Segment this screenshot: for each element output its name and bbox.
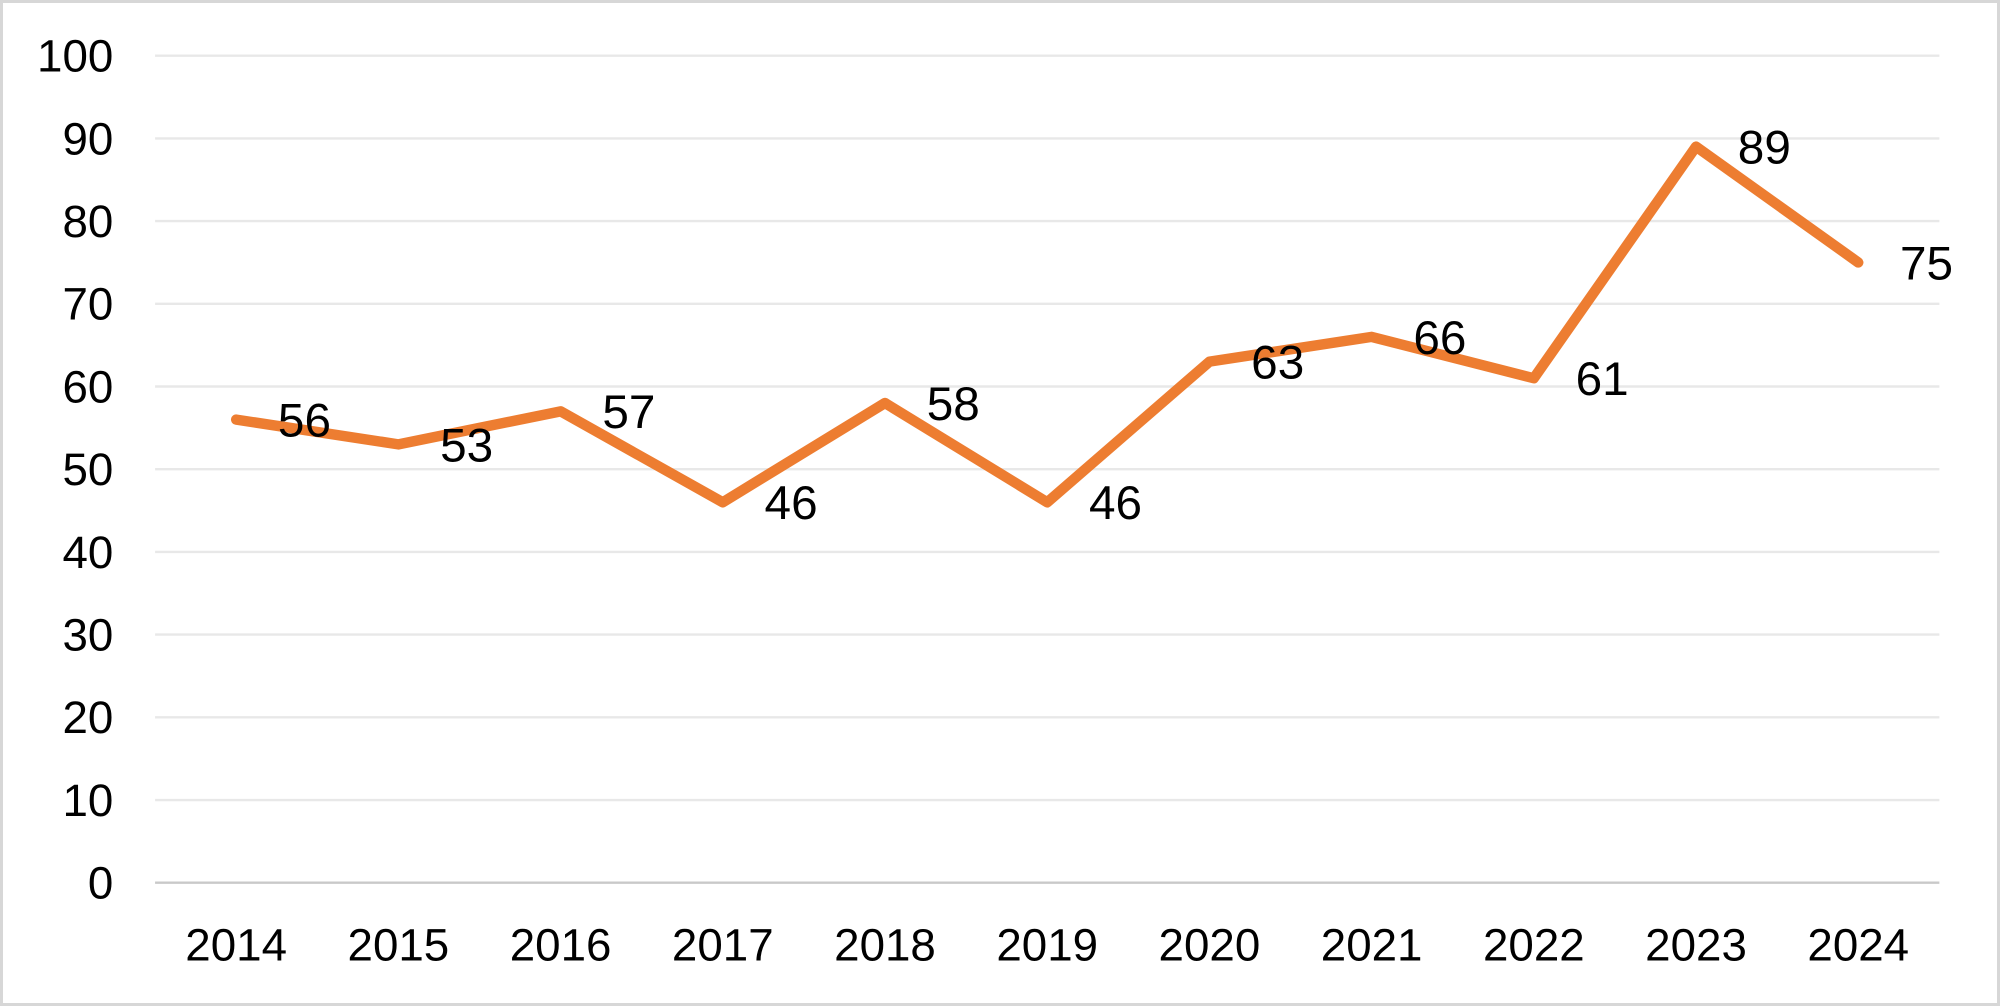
data-label: 57 xyxy=(602,386,655,439)
data-label: 46 xyxy=(1089,477,1142,530)
x-axis-tick-label: 2023 xyxy=(1645,919,1747,970)
data-label: 58 xyxy=(927,378,980,431)
line-chart: 0 10 20 30 40 50 60 70 80 90 100 2014 2015 2016 2017 20… xyxy=(37,31,1953,971)
x-axis-tick-label: 2017 xyxy=(672,919,774,970)
data-label: 46 xyxy=(765,477,818,530)
y-axis-tick-label: 50 xyxy=(62,444,113,495)
y-axis-tick-label: 10 xyxy=(62,775,113,826)
data-label: 53 xyxy=(440,419,493,472)
y-axis-tick-label: 100 xyxy=(37,31,113,82)
x-axis-tick-label: 2015 xyxy=(348,919,450,970)
y-axis-tick-label: 80 xyxy=(62,196,113,247)
x-axis-tick-label: 2022 xyxy=(1483,919,1585,970)
y-axis-tick-label: 20 xyxy=(62,692,113,743)
y-axis-tick-label: 70 xyxy=(62,279,113,330)
x-axis-tick-label: 2024 xyxy=(1807,919,1909,970)
data-label: 63 xyxy=(1251,337,1304,390)
series-line xyxy=(230,141,1864,508)
x-axis-tick-label: 2021 xyxy=(1321,919,1423,970)
y-axis-tick-label: 60 xyxy=(62,361,113,412)
x-axis-tick-label: 2016 xyxy=(510,919,612,970)
x-axis-tick-label: 2020 xyxy=(1159,919,1261,970)
y-axis-tick-label: 30 xyxy=(62,610,113,661)
y-axis-tick-label: 90 xyxy=(62,113,113,164)
data-label: 61 xyxy=(1576,353,1629,406)
data-label: 66 xyxy=(1413,312,1466,365)
x-axis-tick-label: 2014 xyxy=(185,919,287,970)
data-label: 89 xyxy=(1738,122,1791,175)
data-label: 56 xyxy=(278,394,331,447)
x-axis-tick-label: 2019 xyxy=(996,919,1098,970)
data-label: 75 xyxy=(1900,237,1953,290)
y-axis-tick-label: 0 xyxy=(88,858,113,909)
y-axis-tick-label: 40 xyxy=(62,527,113,578)
x-axis-tick-label: 2018 xyxy=(834,919,936,970)
